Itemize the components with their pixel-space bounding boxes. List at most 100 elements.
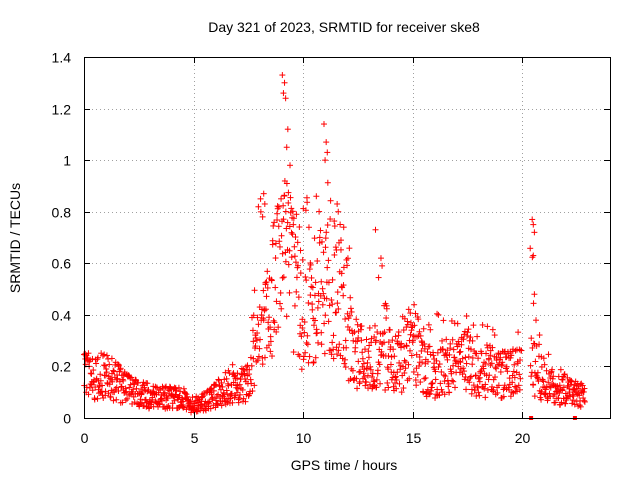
data-point xyxy=(267,338,274,345)
data-point xyxy=(324,264,331,271)
data-point xyxy=(248,362,255,369)
data-point xyxy=(357,326,364,333)
data-point xyxy=(421,375,428,382)
data-point xyxy=(511,361,518,368)
data-point xyxy=(385,353,392,360)
data-point xyxy=(315,339,322,346)
data-point xyxy=(300,353,307,360)
data-points xyxy=(80,72,588,420)
data-point xyxy=(126,384,133,391)
data-point xyxy=(331,223,338,230)
data-point xyxy=(558,399,565,406)
y-tick-label: 0.6 xyxy=(52,256,72,272)
data-point xyxy=(284,219,291,226)
data-point xyxy=(540,355,547,362)
data-point xyxy=(532,358,539,365)
data-point xyxy=(289,208,296,215)
data-point xyxy=(327,197,334,204)
data-point xyxy=(487,347,494,354)
data-point xyxy=(329,276,336,283)
data-point xyxy=(570,393,577,400)
data-point xyxy=(372,226,379,233)
data-point xyxy=(104,379,111,386)
data-point xyxy=(253,337,260,344)
data-point xyxy=(416,353,423,360)
data-point xyxy=(103,369,110,376)
data-point xyxy=(515,329,522,336)
data-point xyxy=(356,369,363,376)
data-point xyxy=(490,376,497,383)
data-point xyxy=(189,394,196,401)
data-point xyxy=(89,387,96,394)
data-point xyxy=(236,395,243,402)
data-point xyxy=(517,357,524,364)
data-point xyxy=(269,237,276,244)
data-point xyxy=(294,239,301,246)
data-point xyxy=(323,139,330,146)
data-point xyxy=(361,346,368,353)
data-point xyxy=(365,348,372,355)
data-point xyxy=(289,231,296,238)
data-point xyxy=(443,336,450,343)
data-point xyxy=(359,355,366,362)
data-point xyxy=(468,386,475,393)
data-point xyxy=(329,301,336,308)
data-point xyxy=(527,362,534,369)
data-point xyxy=(373,337,380,344)
data-point xyxy=(331,251,338,258)
data-point xyxy=(518,347,525,354)
x-axis-label: GPS time / hours xyxy=(291,457,398,473)
data-point xyxy=(436,392,443,399)
data-point xyxy=(229,361,236,368)
y-axis-label: SRMTID / TECUs xyxy=(7,183,23,293)
data-point xyxy=(552,399,559,406)
data-point xyxy=(312,317,319,324)
data-point xyxy=(286,289,293,296)
data-point xyxy=(332,244,339,251)
data-point xyxy=(391,353,398,360)
data-point xyxy=(324,149,331,156)
data-point xyxy=(408,352,415,359)
data-point xyxy=(97,371,104,378)
data-point xyxy=(287,162,294,169)
data-point xyxy=(474,333,481,340)
data-point xyxy=(308,283,315,290)
data-point xyxy=(416,328,423,335)
data-point xyxy=(336,341,343,348)
data-point xyxy=(556,382,563,389)
data-point xyxy=(435,364,442,371)
data-point xyxy=(253,358,260,365)
data-point xyxy=(282,258,289,265)
data-point xyxy=(468,373,475,380)
data-point xyxy=(126,392,133,399)
data-point xyxy=(531,393,538,400)
data-point xyxy=(433,391,440,398)
data-point xyxy=(315,298,322,305)
data-point xyxy=(223,375,230,382)
data-point xyxy=(398,389,405,396)
data-point xyxy=(201,392,208,399)
data-point xyxy=(266,314,273,321)
data-point xyxy=(261,307,268,314)
data-point xyxy=(420,325,427,332)
data-point xyxy=(381,329,388,336)
data-point xyxy=(330,355,337,362)
data-point xyxy=(392,379,399,386)
data-point xyxy=(233,389,240,396)
data-point xyxy=(326,302,333,309)
data-point xyxy=(314,304,321,311)
data-point xyxy=(416,362,423,369)
data-point xyxy=(298,366,305,373)
data-point xyxy=(284,126,291,133)
data-point xyxy=(248,380,255,387)
data-point xyxy=(541,391,548,398)
data-point xyxy=(214,400,221,407)
data-point xyxy=(310,322,317,329)
data-point xyxy=(328,351,335,358)
data-point xyxy=(489,326,496,333)
data-point xyxy=(277,289,284,296)
data-point xyxy=(334,351,341,358)
data-point xyxy=(163,393,170,400)
data-point xyxy=(482,360,489,367)
data-point xyxy=(476,392,483,399)
